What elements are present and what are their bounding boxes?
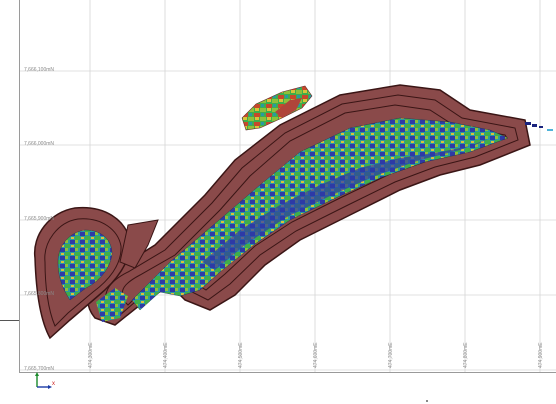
y-tick-label: 7,666,100mN	[24, 67, 55, 73]
axis-x-label: x	[52, 381, 55, 387]
upper-block-patch[interactable]	[241, 85, 313, 131]
left-margin	[0, 0, 19, 404]
status-mark	[426, 400, 428, 402]
x-tick-label: 474,700mE	[388, 342, 394, 368]
y-tick-label: 7,666,000mN	[24, 141, 55, 147]
y-tick-label: 7,665,800mN	[24, 291, 55, 297]
x-tick-label: 474,400mE	[163, 342, 169, 368]
left-sub-pit[interactable]	[34, 206, 159, 340]
x-tick-label: 474,600mE	[313, 342, 319, 368]
y-tick-label: 7,665,700mN	[24, 366, 55, 372]
y-tick-label: 7,665,900mN	[24, 216, 55, 222]
right-block-fragments	[525, 122, 553, 131]
xy-axis-triad-icon	[33, 371, 63, 391]
3d-viewport[interactable]: 7,666,100mN 7,666,000mN 7,665,900mN 7,66…	[19, 0, 556, 373]
x-tick-label: 474,300mE	[88, 342, 94, 368]
x-tick-label: 474,900mE	[538, 342, 544, 368]
panel-divider	[0, 320, 20, 321]
block-model[interactable]	[96, 117, 509, 322]
x-tick-label: 474,800mE	[463, 342, 469, 368]
model-canvas[interactable]	[20, 0, 556, 372]
x-tick-label: 474,500mE	[238, 342, 244, 368]
